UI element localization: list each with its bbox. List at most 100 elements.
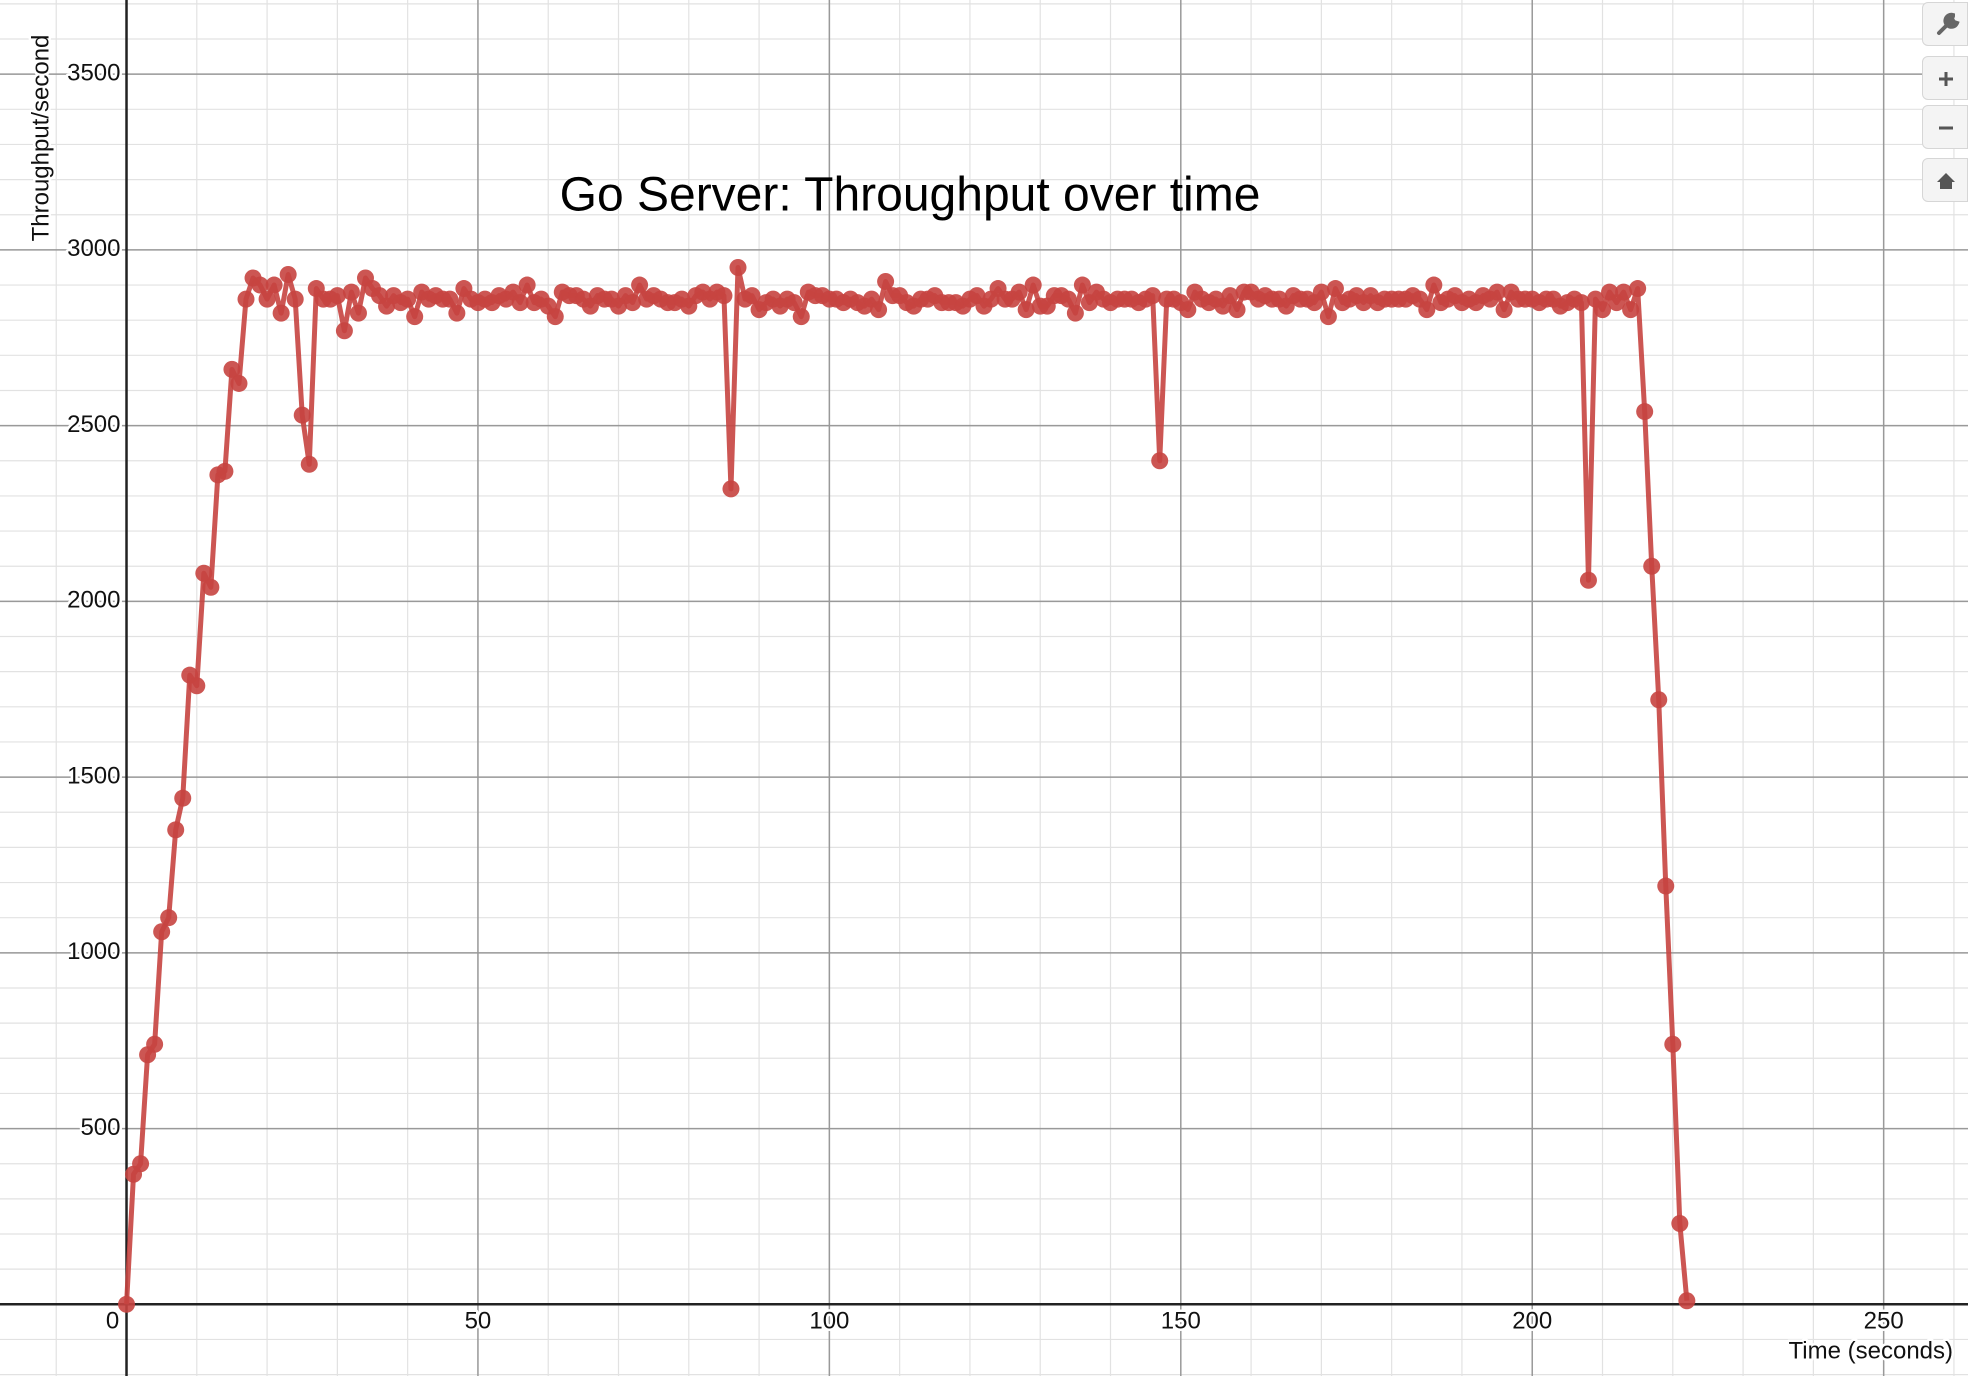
y-tick-label: 2000	[67, 587, 120, 614]
x-tick-label: 250	[1864, 1308, 1904, 1335]
data-point	[202, 578, 220, 596]
data-point	[272, 304, 290, 322]
x-tick-label: 50	[465, 1308, 492, 1335]
data-point	[1572, 294, 1590, 312]
data-point	[223, 360, 241, 378]
y-tick-label: 1000	[67, 938, 120, 965]
data-point	[877, 273, 895, 291]
data-point	[335, 322, 353, 340]
data-point	[399, 290, 417, 308]
y-tick-label: 3000	[67, 235, 120, 262]
data-point	[167, 821, 185, 839]
data-point	[349, 304, 367, 322]
data-point	[279, 265, 297, 283]
data-point	[785, 294, 803, 312]
data-point	[216, 462, 234, 480]
data-point	[1326, 280, 1344, 298]
data-point	[406, 308, 424, 326]
data-point	[1066, 304, 1084, 322]
data-point	[1615, 283, 1633, 301]
data-point	[1657, 877, 1675, 895]
data-point	[230, 374, 248, 392]
data-point	[328, 287, 346, 305]
data-point	[1636, 403, 1654, 421]
x-tick-label: 100	[809, 1308, 849, 1335]
data-point	[1650, 691, 1668, 709]
data-point	[251, 276, 269, 294]
data-point	[1179, 301, 1197, 319]
data-point	[1010, 283, 1028, 301]
data-point	[1151, 452, 1169, 470]
data-point	[160, 909, 178, 927]
y-tick-label: 500	[80, 1114, 120, 1141]
data-point	[518, 276, 536, 294]
x-tick-label: 200	[1512, 1308, 1552, 1335]
y-tick-label: 1500	[67, 762, 120, 789]
data-point	[1228, 301, 1246, 319]
x-tick-label: 0	[106, 1308, 119, 1335]
data-point	[1221, 287, 1239, 305]
data-point	[1678, 1292, 1696, 1310]
data-point	[1425, 276, 1443, 294]
x-axis-label: Time (seconds)	[1789, 1337, 1953, 1364]
data-point	[1017, 301, 1035, 319]
data-point	[1319, 308, 1337, 326]
y-tick-label: 3500	[67, 60, 120, 87]
data-point	[1579, 571, 1597, 589]
data-point	[237, 290, 255, 308]
data-point	[258, 290, 276, 308]
data-point	[546, 308, 564, 326]
data-point	[624, 294, 642, 312]
data-point	[1622, 301, 1640, 319]
data-point	[1418, 301, 1436, 319]
x-tick-label: 150	[1161, 1308, 1201, 1335]
data-point	[265, 276, 283, 294]
data-point	[1664, 1035, 1682, 1053]
data-point	[715, 287, 733, 305]
chart-title: Go Server: Throughput over time	[560, 169, 1261, 222]
minus-icon	[1939, 126, 1953, 130]
zoom-out-button[interactable]	[1922, 105, 1968, 149]
zoom-in-button[interactable]	[1922, 56, 1968, 100]
data-point	[195, 564, 213, 582]
data-point	[1059, 290, 1077, 308]
data-point	[293, 406, 311, 424]
data-point	[870, 301, 888, 319]
data-point	[722, 480, 740, 498]
data-line	[124, 264, 1690, 1305]
data-point	[153, 923, 171, 941]
y-tick-label: 2500	[67, 411, 120, 438]
home-button[interactable]	[1922, 158, 1968, 202]
data-point	[1643, 557, 1661, 575]
data-point	[286, 290, 304, 308]
data-point	[1312, 283, 1330, 301]
data-point	[631, 276, 649, 294]
home-icon	[1937, 173, 1955, 189]
data-point	[448, 304, 466, 322]
data-point	[1073, 276, 1091, 294]
data-point	[1594, 301, 1612, 319]
data-point	[132, 1155, 150, 1173]
plus-icon	[1939, 72, 1953, 86]
data-point	[1024, 276, 1042, 294]
data-point	[743, 287, 761, 305]
wrench-icon	[1937, 12, 1960, 35]
data-point	[118, 1295, 136, 1313]
data-point	[1488, 283, 1506, 301]
data-point	[729, 258, 747, 276]
data-point	[1144, 287, 1162, 305]
plot	[118, 258, 1696, 1313]
y-axis-label: Throughput/second	[27, 35, 54, 242]
data-point	[441, 290, 459, 308]
data-point	[1629, 280, 1647, 298]
data-point	[174, 789, 192, 807]
data-point	[511, 294, 529, 312]
data-point	[188, 677, 206, 695]
data-point	[792, 308, 810, 326]
data-point	[300, 455, 318, 473]
settings-button[interactable]	[1922, 2, 1968, 46]
data-point	[342, 283, 360, 301]
